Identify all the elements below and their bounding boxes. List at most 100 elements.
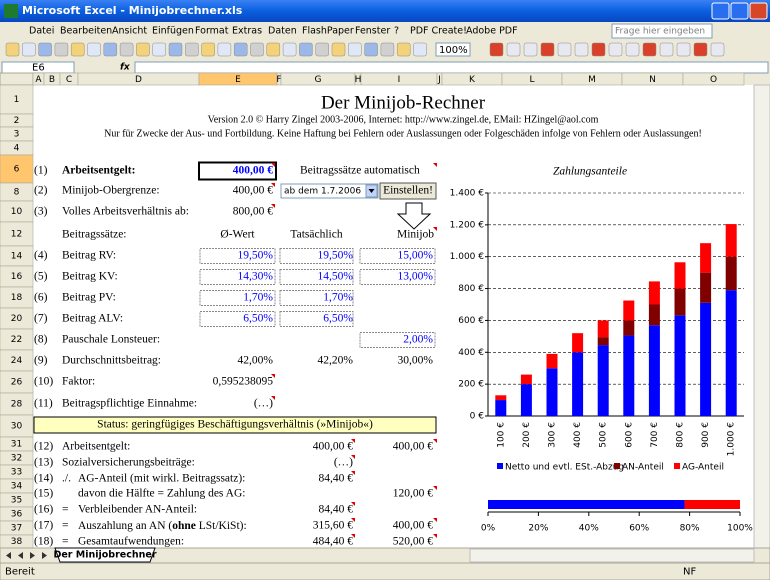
toolbar-button[interactable] (266, 42, 281, 57)
toolbar-button[interactable] (70, 42, 85, 57)
column-header[interactable]: O (710, 75, 717, 85)
toolbar-button[interactable] (642, 42, 657, 57)
input-cell[interactable] (359, 269, 436, 285)
input-cell[interactable] (279, 248, 354, 264)
toolbar-button[interactable] (87, 42, 101, 57)
set-button[interactable] (379, 182, 437, 200)
column-header[interactable]: A (35, 75, 42, 85)
sheet-tab[interactable] (54, 547, 156, 563)
input-cell[interactable] (279, 290, 354, 306)
row-header[interactable]: 20 (11, 314, 23, 324)
toolbar-button[interactable] (119, 42, 134, 57)
toolbar-button[interactable] (557, 42, 572, 57)
row-header[interactable]: 10 (11, 207, 23, 217)
column-header[interactable]: K (469, 75, 476, 85)
column-header[interactable]: C (66, 75, 72, 85)
column-header[interactable]: G (315, 75, 322, 85)
column-header[interactable]: L (529, 75, 534, 85)
column-header[interactable]: D (135, 75, 142, 85)
input-cell[interactable] (359, 248, 436, 264)
vertical-scrollbar[interactable] (753, 84, 770, 549)
input-cell[interactable] (199, 290, 276, 306)
menu-item[interactable]: PDF Create! (410, 26, 467, 37)
toolbar-button[interactable] (364, 42, 378, 57)
toolbar-button[interactable] (540, 42, 555, 57)
toolbar-button[interactable] (315, 42, 329, 57)
row-header[interactable]: 35 (11, 496, 22, 506)
tab-nav-button[interactable] (18, 552, 23, 559)
input-cell[interactable] (279, 269, 354, 285)
toolbar-button[interactable] (5, 42, 20, 57)
toolbar-button[interactable] (413, 42, 427, 57)
column-header[interactable]: E (235, 75, 241, 85)
row-header[interactable]: 14 (11, 252, 23, 262)
toolbar-button[interactable] (152, 42, 166, 57)
formula-input[interactable] (134, 61, 769, 74)
row-header[interactable]: 3 (14, 130, 20, 140)
row-header[interactable]: 31 (11, 440, 22, 450)
column-header[interactable]: I (398, 75, 401, 85)
toolbar-button[interactable] (168, 42, 183, 57)
selected-cell[interactable] (198, 161, 277, 181)
row-header[interactable]: 18 (11, 293, 23, 303)
column-header[interactable]: H (355, 75, 362, 85)
row-header[interactable]: 2 (14, 116, 20, 126)
toolbar-button[interactable] (574, 42, 589, 57)
toolbar-button[interactable] (103, 42, 118, 57)
toolbar-button[interactable] (625, 42, 640, 57)
menu-item[interactable]: Adobe PDF (466, 26, 518, 37)
menu-item[interactable]: Einfügen (152, 26, 194, 37)
toolbar-button[interactable] (331, 42, 346, 57)
input-cell[interactable] (279, 311, 354, 327)
zoom-box[interactable] (435, 42, 471, 57)
dropdown[interactable] (280, 183, 379, 199)
tab-nav-button[interactable] (42, 552, 47, 559)
maximize-button[interactable] (730, 2, 749, 20)
toolbar-button[interactable] (396, 42, 411, 57)
toolbar-button[interactable] (348, 42, 362, 57)
toolbar-button[interactable] (22, 42, 36, 57)
toolbar-button[interactable] (136, 42, 150, 57)
column-header[interactable]: M (588, 75, 596, 85)
row-header[interactable]: 37 (11, 524, 22, 534)
toolbar-button[interactable] (38, 42, 52, 57)
row-header[interactable]: 4 (14, 144, 20, 154)
menu-item[interactable]: Datei (29, 26, 54, 37)
toolbar-button[interactable] (54, 42, 69, 57)
help-box[interactable] (611, 23, 713, 39)
tab-nav-button[interactable] (30, 552, 35, 559)
toolbar-button[interactable] (676, 42, 691, 57)
column-header[interactable]: B (49, 75, 55, 85)
row-header[interactable]: 22 (11, 335, 22, 345)
input-cell[interactable] (199, 248, 276, 264)
tab-nav-button[interactable] (6, 552, 11, 559)
row-header[interactable]: 6 (14, 165, 20, 175)
toolbar-button[interactable] (282, 42, 297, 57)
toolbar-button[interactable] (591, 42, 606, 57)
toolbar-button[interactable] (523, 42, 538, 57)
toolbar-button[interactable] (185, 42, 199, 57)
row-header[interactable]: 36 (11, 510, 23, 520)
horizontal-scrollbar[interactable] (469, 548, 755, 563)
input-cell[interactable] (359, 332, 436, 348)
row-header[interactable]: 38 (11, 537, 23, 547)
toolbar-button[interactable] (710, 42, 725, 57)
menu-item[interactable]: Bearbeiten (60, 26, 112, 37)
toolbar-button[interactable] (250, 42, 264, 57)
column-header[interactable]: F (276, 75, 281, 85)
menu-item[interactable]: Ansicht (112, 26, 147, 37)
column-header[interactable]: N (649, 75, 656, 85)
toolbar-button[interactable] (233, 42, 248, 57)
row-header[interactable]: 34 (11, 482, 23, 492)
menu-item[interactable]: Fenster (355, 26, 390, 37)
toolbar-button[interactable] (489, 42, 504, 57)
toolbar-button[interactable] (693, 42, 708, 57)
column-header[interactable]: J (437, 75, 441, 85)
toolbar-button[interactable] (506, 42, 521, 57)
row-header[interactable]: 26 (11, 378, 23, 388)
row-header[interactable]: 1 (14, 95, 20, 105)
input-cell[interactable] (199, 269, 276, 285)
sheet-tab-label[interactable]: Der Minijobrechner (53, 550, 156, 561)
toolbar-button[interactable] (380, 42, 395, 57)
row-header[interactable]: 32 (11, 454, 22, 464)
